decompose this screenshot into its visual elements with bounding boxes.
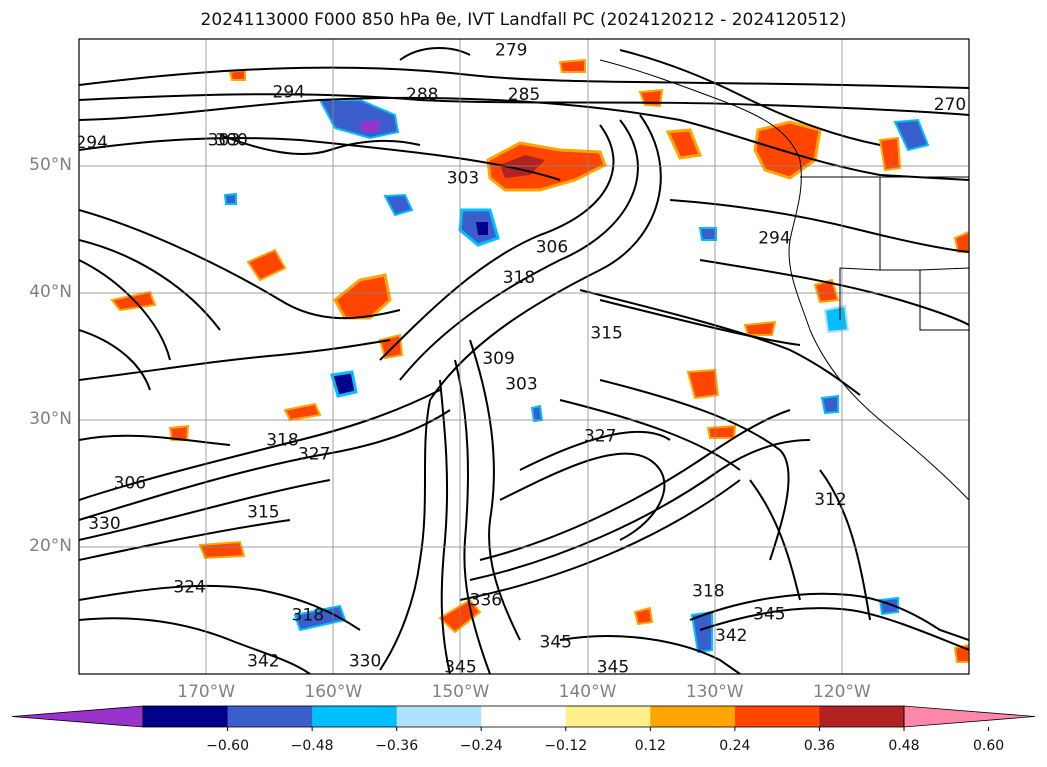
colorbar-tick-label: −0.12	[544, 738, 588, 754]
colorbar-tick-label: 0.36	[803, 738, 836, 754]
contour-label: 318	[692, 581, 724, 601]
colorbar-outline	[142, 705, 905, 728]
contour-label: 306	[536, 237, 568, 257]
contour-label: 324	[173, 578, 205, 598]
contour-label: 342	[715, 626, 747, 646]
colorbar-segment	[819, 706, 905, 727]
contour-label: 300	[215, 131, 247, 151]
contour-label: 270	[934, 95, 966, 115]
contour-label: 342	[247, 651, 279, 671]
contour-label: 294	[758, 228, 790, 248]
contour-label: 303	[208, 131, 240, 151]
contour-label: 303	[505, 374, 537, 394]
longitude-label: 130°W	[685, 682, 744, 702]
latitude-label: 40°N	[29, 282, 72, 302]
longitude-label: 150°W	[431, 682, 490, 702]
colorbar-extend-high	[903, 705, 1036, 728]
colorbar-segment	[650, 706, 736, 727]
contour-label: 345	[597, 658, 629, 678]
longitude-label: 160°W	[304, 682, 363, 702]
colorbar-segment	[143, 706, 229, 727]
contour-label: 306	[114, 474, 146, 494]
colorbar-tick-label: 0.60	[972, 738, 1005, 754]
colorbar-segment	[481, 706, 567, 727]
contour-label: 303	[447, 169, 479, 189]
contour-label: 318	[503, 268, 535, 288]
colorbar-segment	[734, 706, 820, 727]
colorbar-tick-label: −0.60	[206, 738, 249, 754]
map-title: 2024113000 F000 850 hPa θe, IVT Landfall…	[200, 10, 847, 30]
colorbar-segment	[565, 706, 651, 727]
latitude-label: 30°N	[29, 409, 72, 429]
colorbar-segment	[312, 706, 398, 727]
colorbar-segment	[396, 706, 482, 727]
colorbar-tick-label: −0.36	[375, 738, 419, 754]
contour-label: 327	[298, 444, 330, 464]
longitude-label: 170°W	[177, 682, 236, 702]
contour-label: 294	[75, 133, 107, 153]
graticule	[79, 39, 969, 674]
latitude-label: 20°N	[29, 536, 72, 556]
contour-label: 327	[584, 427, 616, 447]
contour-label: 315	[590, 324, 622, 344]
colorbar-segment	[227, 706, 313, 727]
colorbar-tick-label: 0.12	[634, 738, 666, 754]
contour-label: 345	[444, 658, 476, 678]
colorbar-extend-low	[11, 705, 144, 728]
contour-label: 312	[814, 490, 846, 510]
contour-label: 309	[482, 349, 514, 369]
colorbar-tick-label: −0.24	[459, 738, 503, 754]
longitude-label: 140°W	[558, 682, 617, 702]
pc-shading	[110, 58, 969, 663]
contour-label: 285	[508, 85, 540, 105]
contour-label: 279	[495, 40, 527, 60]
contour-label: 288	[406, 85, 438, 105]
colorbar-tick-label: 0.48	[888, 738, 920, 754]
map-frame	[78, 38, 970, 675]
contour-label: 336	[470, 590, 502, 610]
longitude-label: 120°W	[812, 682, 871, 702]
contour-label: 330	[349, 651, 381, 671]
contour-label: 345	[753, 604, 785, 624]
contour-label: 315	[247, 503, 279, 523]
colorbar-tick-label: −0.48	[290, 738, 334, 754]
contour-label: 318	[292, 606, 324, 626]
contour-label: 294	[273, 82, 305, 102]
contour-label: 318	[266, 430, 298, 450]
contour-label: 330	[88, 514, 120, 534]
colorbar-tick-label: 0.24	[719, 738, 751, 754]
coastlines	[599, 59, 969, 501]
colorbar	[11, 705, 1036, 731]
contour-label: 345	[540, 632, 572, 652]
latitude-label: 50°N	[29, 155, 72, 175]
